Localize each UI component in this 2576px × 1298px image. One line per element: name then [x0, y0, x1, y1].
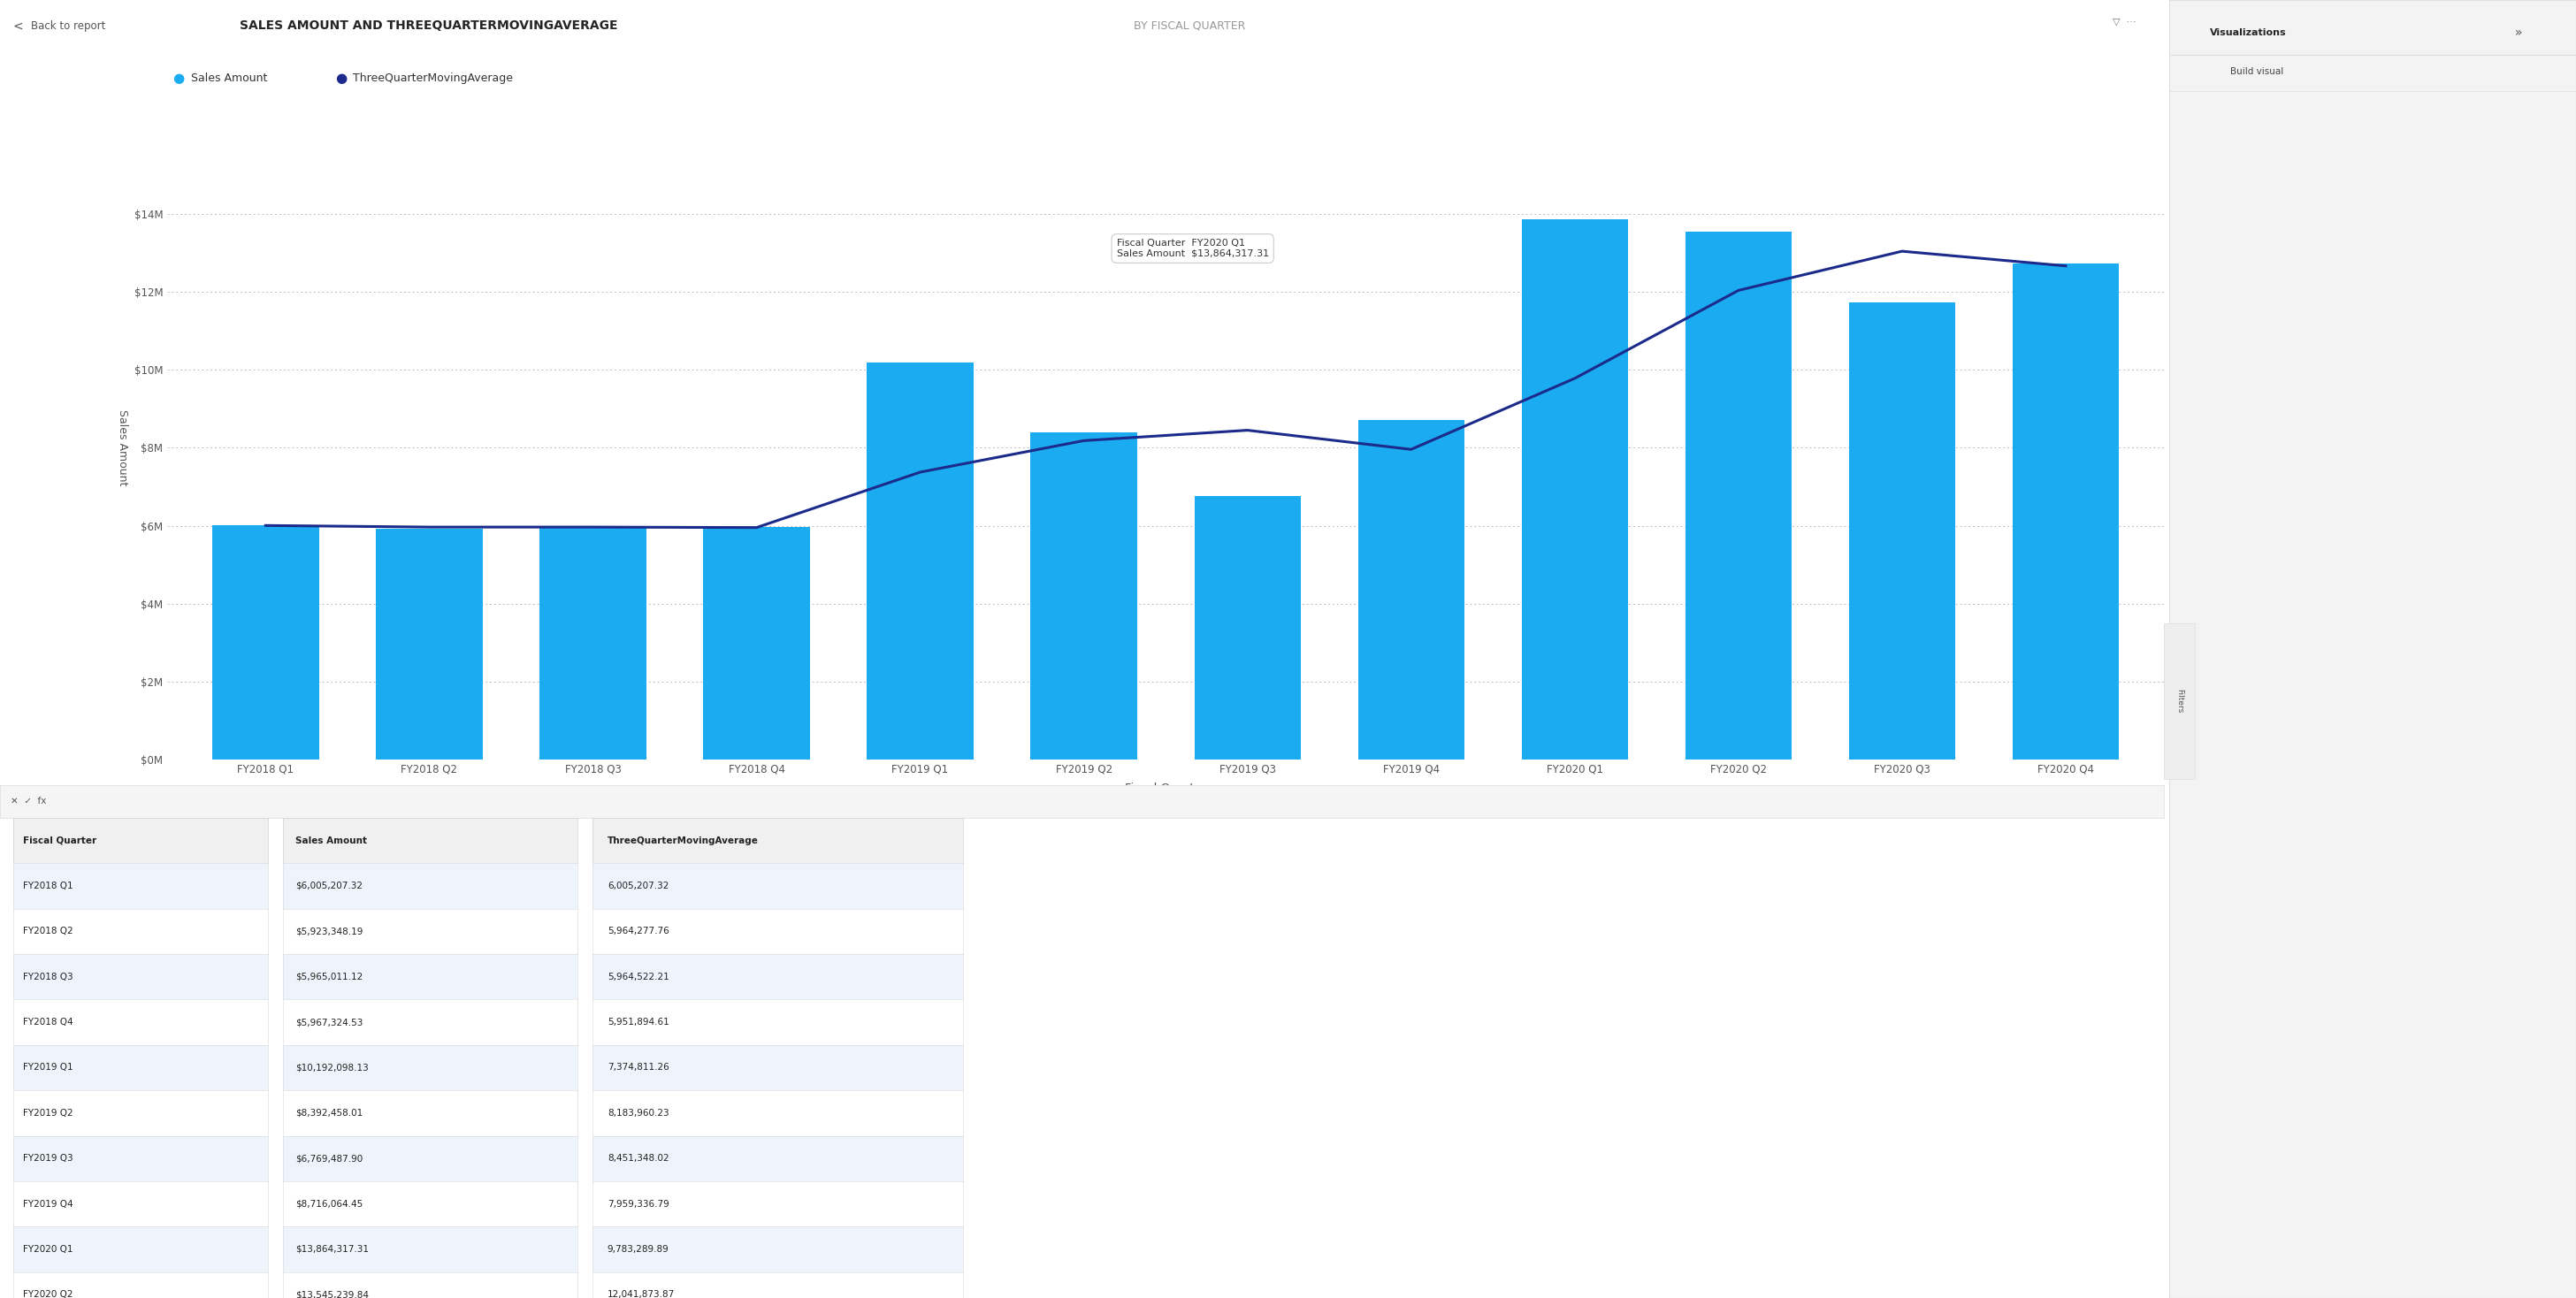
Text: $8,716,064.45: $8,716,064.45	[296, 1199, 363, 1208]
Text: $13,864,317.31: $13,864,317.31	[296, 1245, 368, 1254]
Text: ●: ●	[335, 71, 348, 84]
Text: 9,783,289.89: 9,783,289.89	[608, 1245, 670, 1254]
Bar	[2012, 263, 2120, 759]
Text: 6,005,207.32: 6,005,207.32	[608, 881, 670, 890]
Bar	[1195, 496, 1301, 759]
Bar	[376, 528, 482, 759]
Text: ThreeQuarterMovingAverage: ThreeQuarterMovingAverage	[353, 73, 513, 83]
Text: $6,005,207.32: $6,005,207.32	[296, 881, 363, 890]
Text: FY2019 Q1: FY2019 Q1	[23, 1063, 72, 1072]
Text: FY2019 Q4: FY2019 Q4	[23, 1199, 72, 1208]
Text: $6,769,487.90: $6,769,487.90	[296, 1154, 363, 1163]
Text: 5,964,522.21: 5,964,522.21	[608, 972, 670, 981]
Text: Fiscal Quarter  FY2020 Q1
Sales Amount  $13,864,317.31: Fiscal Quarter FY2020 Q1 Sales Amount $1…	[1115, 239, 1270, 258]
Y-axis label: Sales Amount: Sales Amount	[116, 410, 129, 485]
Text: 7,959,336.79: 7,959,336.79	[608, 1199, 670, 1208]
Text: FY2019 Q2: FY2019 Q2	[23, 1108, 72, 1118]
Bar	[541, 527, 647, 759]
Text: ✕  ✓  fx: ✕ ✓ fx	[10, 797, 46, 806]
Bar	[211, 526, 319, 759]
Text: »: »	[2514, 26, 2522, 39]
Bar	[703, 527, 809, 759]
Bar	[1685, 232, 1790, 759]
Text: 5,964,277.76: 5,964,277.76	[608, 927, 670, 936]
Text: ●: ●	[173, 71, 185, 84]
Bar	[1850, 302, 1955, 759]
Text: $5,923,348.19: $5,923,348.19	[296, 927, 363, 936]
Text: FY2018 Q2: FY2018 Q2	[23, 927, 72, 936]
Text: Filters: Filters	[2174, 689, 2184, 713]
Bar	[868, 362, 974, 759]
Text: $10,192,098.13: $10,192,098.13	[296, 1063, 368, 1072]
Bar	[1030, 432, 1136, 759]
Text: 8,183,960.23: 8,183,960.23	[608, 1108, 670, 1118]
X-axis label: Fiscal Quarter: Fiscal Quarter	[1126, 783, 1206, 794]
Text: BY FISCAL QUARTER: BY FISCAL QUARTER	[1133, 21, 1244, 31]
Text: FY2019 Q3: FY2019 Q3	[23, 1154, 72, 1163]
Text: FY2020 Q1: FY2020 Q1	[23, 1245, 72, 1254]
Text: FY2018 Q4: FY2018 Q4	[23, 1018, 72, 1027]
Text: <: <	[13, 19, 23, 32]
Text: ▽  ···: ▽ ···	[2112, 18, 2136, 26]
Text: ThreeQuarterMovingAverage: ThreeQuarterMovingAverage	[608, 836, 757, 845]
Bar	[1522, 219, 1628, 759]
Text: $5,967,324.53: $5,967,324.53	[296, 1018, 363, 1027]
Text: 7,374,811.26: 7,374,811.26	[608, 1063, 670, 1072]
Text: Build visual: Build visual	[2231, 67, 2282, 75]
Text: Sales Amount: Sales Amount	[191, 73, 268, 83]
Text: Visualizations: Visualizations	[2210, 29, 2287, 36]
Text: 12,041,873.87: 12,041,873.87	[608, 1290, 675, 1298]
Text: 5,951,894.61: 5,951,894.61	[608, 1018, 670, 1027]
Text: 8,451,348.02: 8,451,348.02	[608, 1154, 670, 1163]
Text: SALES AMOUNT AND THREEQUARTERMOVINGAVERAGE: SALES AMOUNT AND THREEQUARTERMOVINGAVERA…	[240, 19, 618, 32]
Bar	[1358, 421, 1463, 759]
Text: FY2020 Q2: FY2020 Q2	[23, 1290, 72, 1298]
Text: Sales Amount: Sales Amount	[296, 836, 366, 845]
Text: FY2018 Q3: FY2018 Q3	[23, 972, 72, 981]
Text: $13,545,239.84: $13,545,239.84	[296, 1290, 368, 1298]
Text: $5,965,011.12: $5,965,011.12	[296, 972, 363, 981]
Text: Back to report: Back to report	[31, 21, 106, 31]
Text: FY2018 Q1: FY2018 Q1	[23, 881, 72, 890]
Text: $8,392,458.01: $8,392,458.01	[296, 1108, 363, 1118]
Text: Fiscal Quarter: Fiscal Quarter	[23, 836, 95, 845]
